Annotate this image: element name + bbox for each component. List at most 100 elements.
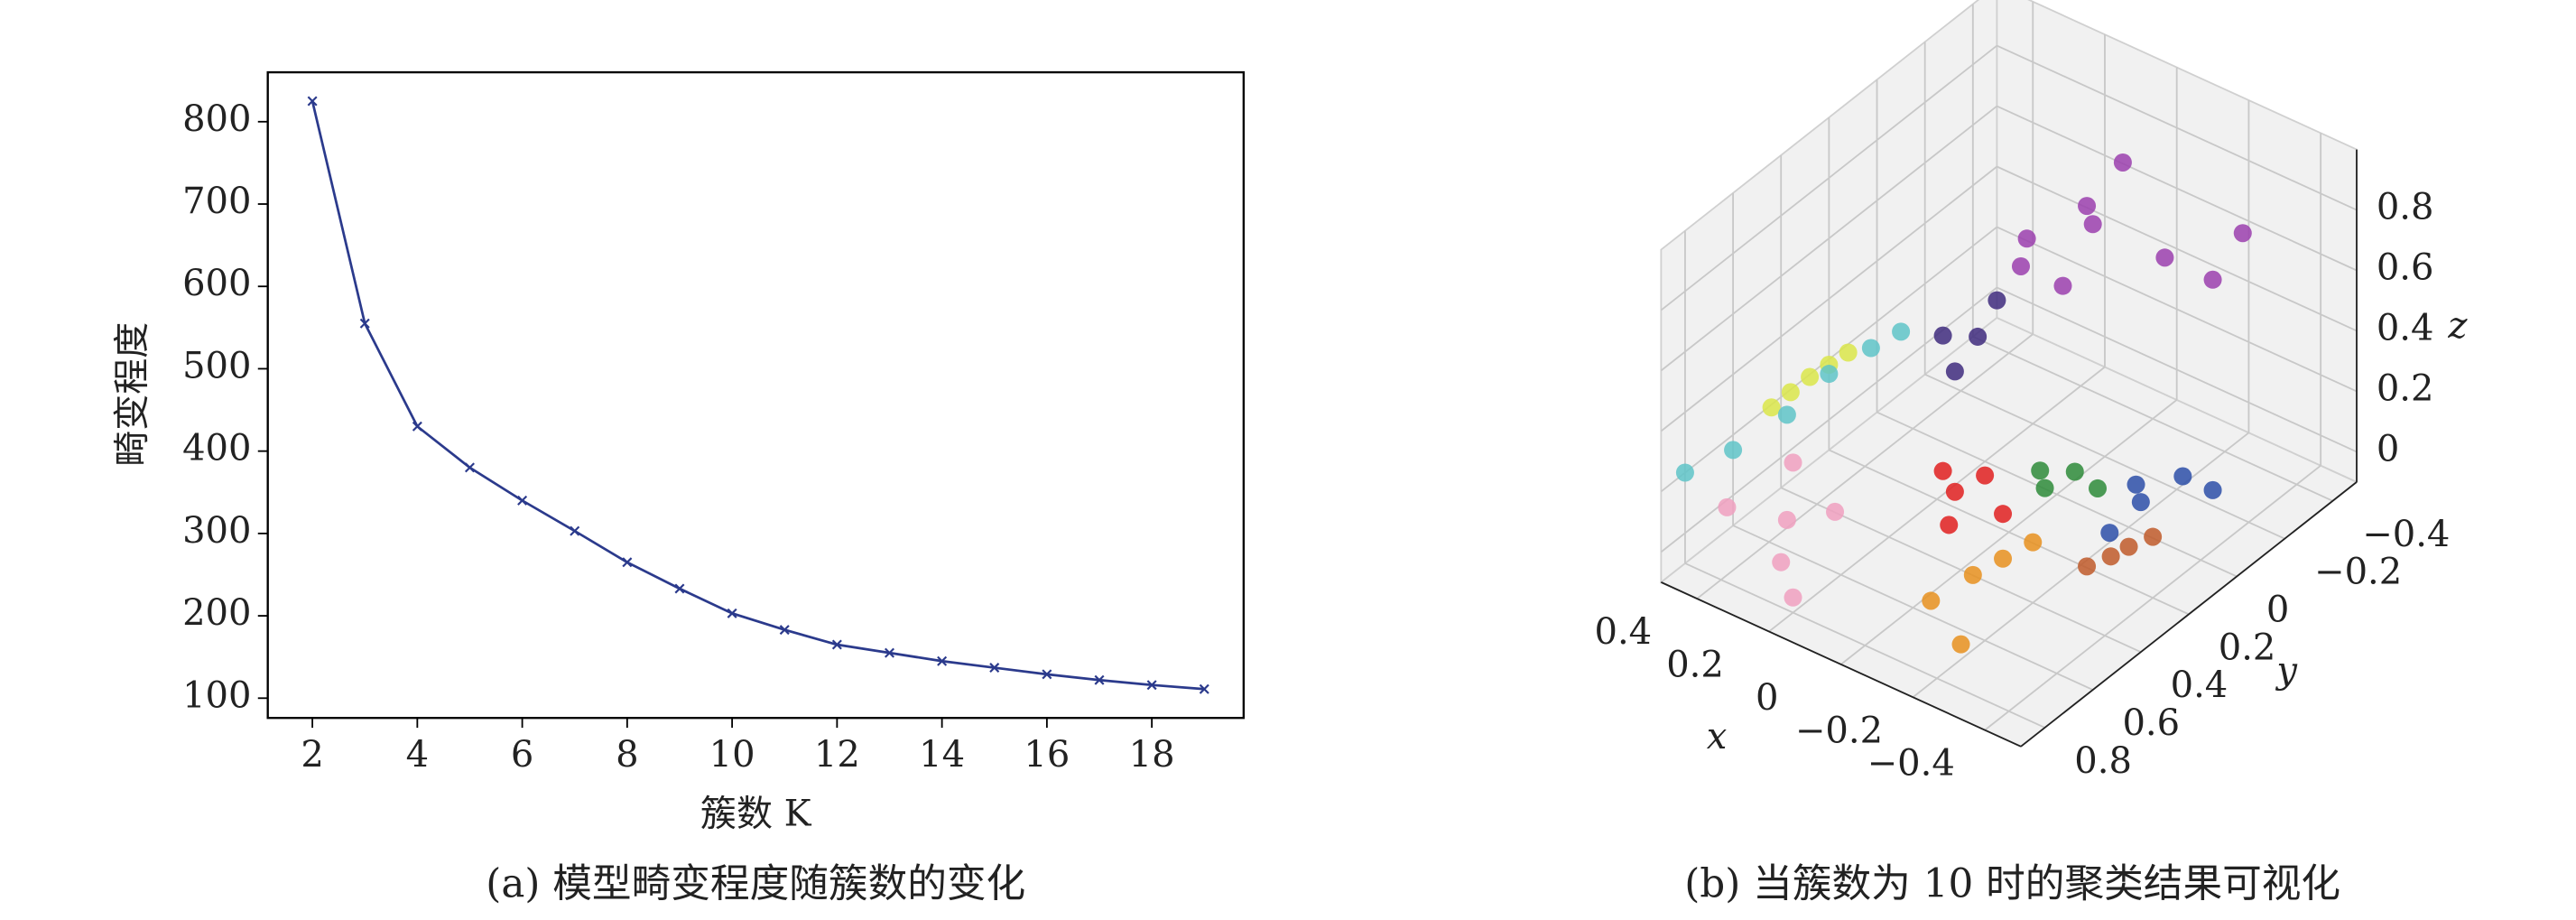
z-tick-label: 0.4 xyxy=(2377,307,2434,348)
point xyxy=(1784,588,1802,607)
point xyxy=(2233,224,2252,243)
point xyxy=(2101,547,2120,566)
marker xyxy=(412,421,422,432)
marker xyxy=(517,495,528,506)
y-axis-label: 畸变程度 xyxy=(111,322,153,467)
x-tick-label: 18 xyxy=(1129,734,1175,776)
point xyxy=(2088,479,2108,497)
point xyxy=(1892,322,1911,341)
y-tick-label: 0.2 xyxy=(2219,627,2276,668)
y-tick-label: 0.8 xyxy=(2074,740,2132,782)
point xyxy=(1820,365,1839,384)
grid-line xyxy=(1660,44,1997,311)
point xyxy=(2155,248,2174,267)
point xyxy=(1994,549,2013,568)
point xyxy=(1826,502,1845,521)
y-axis-label: y xyxy=(2275,650,2298,692)
point xyxy=(1933,461,1952,480)
y-tick-label: −0.4 xyxy=(2362,514,2450,555)
point xyxy=(1940,516,1959,534)
x-tick-label: 4 xyxy=(406,734,429,776)
grid-line xyxy=(1997,226,2358,393)
point xyxy=(1951,635,1970,654)
point xyxy=(1976,466,1995,485)
point xyxy=(2031,461,2050,480)
point xyxy=(1839,343,1858,362)
marker xyxy=(1042,669,1052,680)
y-tick-label: 500 xyxy=(182,345,251,386)
point xyxy=(2127,475,2145,494)
x-tick-label: 16 xyxy=(1024,734,1070,776)
marker xyxy=(464,462,475,473)
caption: (b) 当簇数为 10 时的聚类结果可视化 xyxy=(1684,861,2340,907)
point xyxy=(2065,462,2084,481)
point xyxy=(2119,537,2138,556)
y-tick-label: 400 xyxy=(182,428,251,469)
point xyxy=(1994,505,2013,524)
marker xyxy=(570,525,580,536)
point xyxy=(1718,497,1737,516)
z-tick-label: 0.8 xyxy=(2377,187,2434,228)
grid-line xyxy=(1997,44,2358,211)
grid-line xyxy=(1997,165,2358,332)
point xyxy=(1777,405,1796,424)
marker xyxy=(307,96,318,107)
x-tick-label: 0 xyxy=(1756,677,1778,719)
marker xyxy=(622,557,633,568)
point xyxy=(1772,553,1791,572)
y-tick-label: 100 xyxy=(182,674,251,716)
y-tick-label: 700 xyxy=(182,181,251,222)
point xyxy=(1861,339,1880,358)
grid-line xyxy=(1732,525,2094,691)
point xyxy=(1933,326,1952,345)
grid-line xyxy=(1684,562,2045,729)
grid-line xyxy=(1997,286,2358,453)
y-tick-label: 300 xyxy=(182,510,251,552)
point xyxy=(1784,453,1802,472)
grid-line xyxy=(1828,449,2190,616)
point xyxy=(2173,467,2192,486)
point xyxy=(2203,270,2222,289)
line xyxy=(310,100,1205,691)
point xyxy=(2035,479,2054,497)
y-tick-label: 200 xyxy=(182,592,251,634)
z-axis-label: z xyxy=(2447,305,2468,347)
grid-line xyxy=(1660,105,1997,372)
axis-edge xyxy=(2020,481,2358,748)
marker xyxy=(1199,683,1209,694)
y-tick-label: 0.4 xyxy=(2171,664,2229,706)
x-tick-label: 6 xyxy=(511,734,533,776)
grid-line xyxy=(1972,336,2333,502)
point xyxy=(1988,291,2006,310)
marker xyxy=(674,583,685,594)
marker xyxy=(727,608,737,618)
x-tick-label: 8 xyxy=(616,734,638,776)
x-tick-label: −0.2 xyxy=(1795,710,1883,751)
y-tick-label: 600 xyxy=(182,263,251,304)
point xyxy=(2017,229,2036,248)
y-tick-label: 0.6 xyxy=(2122,702,2180,744)
marker xyxy=(359,318,370,329)
y-tick-label: −0.2 xyxy=(2314,552,2402,593)
marker xyxy=(989,663,1000,674)
x-tick-label: 14 xyxy=(919,734,965,776)
grid-line xyxy=(1924,373,2285,540)
point xyxy=(1724,441,1743,460)
point xyxy=(1963,565,1982,584)
point xyxy=(2024,533,2043,552)
point xyxy=(2144,527,2163,546)
point xyxy=(2113,153,2132,172)
point xyxy=(2011,256,2030,275)
x-tick-label: 0.4 xyxy=(1594,611,1652,653)
axis-edge xyxy=(1660,581,2022,748)
y-tick-label: 800 xyxy=(182,98,251,140)
x-tick-label: 0.2 xyxy=(1666,645,1724,686)
point xyxy=(1777,510,1796,529)
point xyxy=(1675,463,1694,482)
point xyxy=(1922,591,1941,610)
x-axis-label: 簇数 K xyxy=(700,793,812,834)
point xyxy=(1801,367,1820,386)
y-tick-label: 0 xyxy=(2266,590,2289,631)
